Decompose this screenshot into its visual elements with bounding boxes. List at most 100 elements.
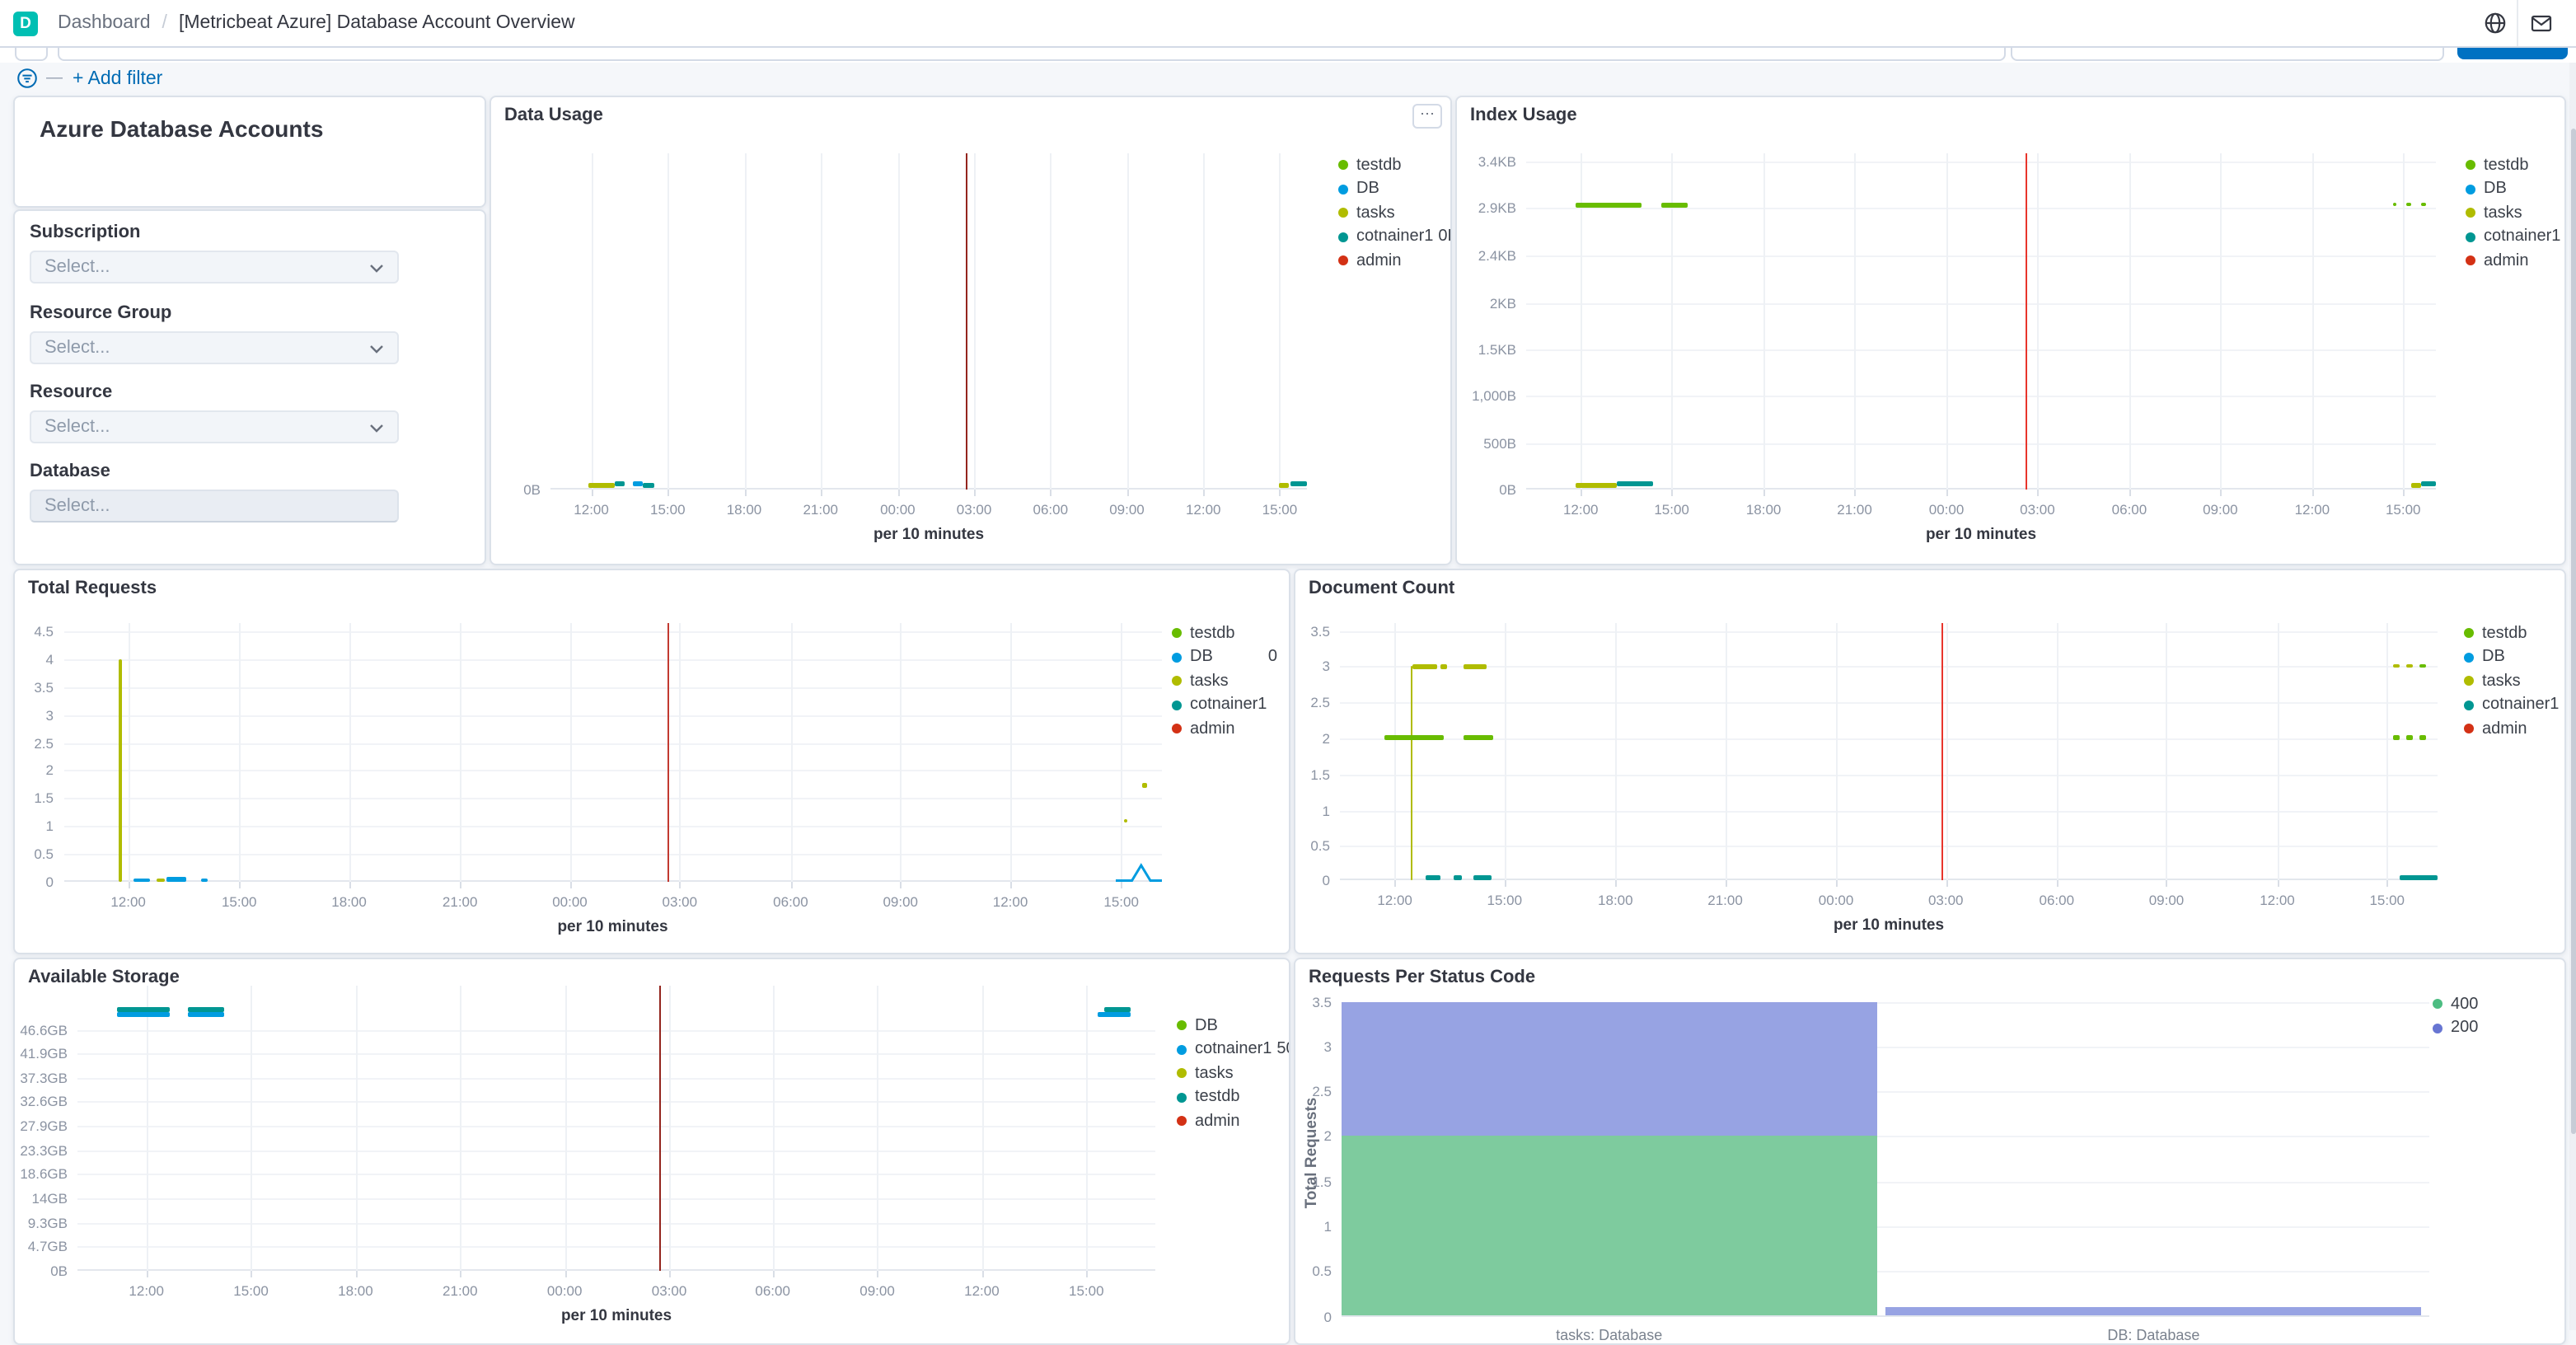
legend-item-tasks[interactable]: tasks <box>2466 201 2555 225</box>
gridline-vertical <box>239 623 241 882</box>
legend-item-tasks[interactable]: tasks <box>1177 1061 1279 1085</box>
category-label: DB: Database <box>2107 1326 2200 1343</box>
legend-item-DB[interactable]: DB <box>1177 1014 1279 1038</box>
gridline-vertical <box>667 153 670 490</box>
legend-item-admin[interactable]: admin <box>1177 1109 1279 1133</box>
panel-requests-per-status-code: Requests Per Status Code 3.5 3 2.5 2 1.5 1 0.5… <box>1294 958 2566 1345</box>
series-mark-tasks <box>1410 666 1413 880</box>
gridline-vertical <box>744 153 746 490</box>
x-axis-title: per 10 minutes <box>557 918 668 936</box>
scrollbar-thumb[interactable] <box>2570 129 2575 1134</box>
x-tick-label: 06:00 <box>2111 501 2147 518</box>
legend-item-tasks[interactable]: tasks <box>1338 201 1437 225</box>
gridline-horizontal <box>77 1029 1155 1032</box>
tick-mark <box>1121 882 1123 888</box>
panel-dashboard-title: Azure Database Accounts <box>13 96 486 208</box>
legend-item-admin[interactable]: admin <box>1172 717 1277 741</box>
tick-mark <box>564 1270 567 1277</box>
legend-item-tasks[interactable]: tasks <box>2464 669 2550 693</box>
gridline-vertical <box>877 986 879 1270</box>
legend-item-label: 400 <box>2451 995 2479 1014</box>
legend-item-cotnainer1[interactable]: cotnainer10B <box>2466 225 2560 249</box>
add-filter-button[interactable]: + Add filter <box>73 68 163 88</box>
resource-label: Resource <box>30 382 113 402</box>
legend-item-testdb[interactable]: testdb <box>1338 153 1437 177</box>
legend-color-dot <box>1338 232 1348 242</box>
series-mark-cotnainer1 <box>615 481 624 487</box>
breadcrumb-dashboard-link[interactable]: Dashboard <box>58 13 151 33</box>
legend-item-label: tasks <box>1190 672 1229 691</box>
legend-item-tasks[interactable]: tasks <box>1172 669 1277 693</box>
legend-color-dot <box>2466 184 2475 194</box>
gridline-horizontal <box>77 1077 1155 1080</box>
gridline-vertical <box>1946 153 1949 490</box>
y-tick-label: 0.5 <box>1312 1263 1332 1280</box>
subscription-select[interactable]: Select... <box>30 251 399 284</box>
series-mark-tasks <box>1575 483 1618 489</box>
app-logo[interactable]: D <box>13 11 38 35</box>
filter-icon[interactable] <box>16 68 38 89</box>
legend-item-200[interactable]: 200 <box>2433 1016 2528 1040</box>
legend-item-DB[interactable]: DB <box>1338 177 1437 201</box>
panel-options-button[interactable]: ⋯ <box>1412 104 1442 129</box>
search-query-input[interactable] <box>58 46 2006 61</box>
legend-item-label: admin <box>2484 251 2529 270</box>
gridline-vertical <box>679 623 681 882</box>
dashboard-title-text: Azure Database Accounts <box>40 115 324 142</box>
x-tick-label: 15:00 <box>650 501 686 518</box>
tick-mark <box>460 882 462 888</box>
plot-area <box>77 986 1155 1277</box>
legend-item-label: cotnainer1 <box>2484 227 2561 246</box>
x-tick-label: 18:00 <box>1745 501 1782 518</box>
series-mark-tasks <box>2406 663 2413 668</box>
database-label: Database <box>30 462 110 481</box>
x-tick-label: 09:00 <box>1109 501 1145 518</box>
legend-item-testdb[interactable]: testdb <box>1172 621 1277 645</box>
legend-color-dot <box>2464 652 2474 663</box>
resource-group-label: Resource Group <box>30 303 172 323</box>
legend-item-400[interactable]: 400 <box>2433 992 2528 1016</box>
gridline-horizontal <box>77 1150 1155 1152</box>
legend-item-cotnainer1[interactable]: cotnainer1 50GB <box>1177 1038 1289 1061</box>
legend-color-dot <box>2466 232 2475 242</box>
bar-segment-400 <box>1342 1136 1877 1316</box>
legend-item-admin[interactable]: admin <box>2466 249 2555 273</box>
y-tick-label: 41.9GB <box>20 1045 68 1062</box>
legend-item-cotnainer1[interactable]: cotnainer10B <box>1338 225 1450 249</box>
x-axis-title: per 10 minutes <box>1925 526 2037 544</box>
legend-color-dot <box>1177 1092 1187 1103</box>
resource-select[interactable]: Select... <box>30 410 399 443</box>
legend-item-admin[interactable]: admin <box>2464 717 2550 741</box>
resource-group-select[interactable]: Select... <box>30 331 399 364</box>
saved-query-button[interactable] <box>15 46 48 61</box>
legend-item-DB[interactable]: DB <box>2464 645 2550 669</box>
y-axis-title: Total Requests <box>1303 1098 1321 1209</box>
legend-color-dot <box>1338 184 1348 194</box>
gridline-horizontal <box>63 798 1162 800</box>
legend-item-DB[interactable]: DB 0 <box>1172 645 1277 669</box>
panel-document-count: Document Count 3.5 3 2.5 2 1.5 1 0.5 0 12:00 15:0… <box>1294 569 2566 954</box>
x-tick-label: 18:00 <box>338 1282 373 1298</box>
axis-baseline <box>1340 879 2438 880</box>
gridline-horizontal <box>1340 630 2438 633</box>
gridline-vertical <box>2166 623 2168 880</box>
update-button[interactable] <box>2457 46 2568 59</box>
legend-item-cotnainer1[interactable]: cotnainer1 <box>1172 693 1277 717</box>
legend-item-testdb[interactable]: testdb <box>1177 1085 1279 1109</box>
mail-icon[interactable] <box>2517 0 2563 46</box>
legend-item-testdb[interactable]: testdb <box>2464 621 2550 645</box>
legend-item-admin[interactable]: admin <box>1338 249 1437 273</box>
breadcrumb: Dashboard / [Metricbeat Azure] Database … <box>58 0 575 46</box>
y-tick-label: 1 <box>1323 1218 1332 1235</box>
gridline-vertical <box>146 986 148 1270</box>
globe-icon[interactable] <box>2472 0 2517 46</box>
legend-item-testdb[interactable]: testdb <box>2466 153 2555 177</box>
time-picker[interactable] <box>2011 46 2444 61</box>
legend-item-DB[interactable]: DB <box>2466 177 2555 201</box>
tick-mark <box>772 1270 775 1277</box>
tick-mark <box>669 1270 672 1277</box>
gridline-horizontal <box>63 658 1162 661</box>
legend-color-dot <box>2464 700 2474 710</box>
legend-color-dot <box>2466 208 2475 218</box>
